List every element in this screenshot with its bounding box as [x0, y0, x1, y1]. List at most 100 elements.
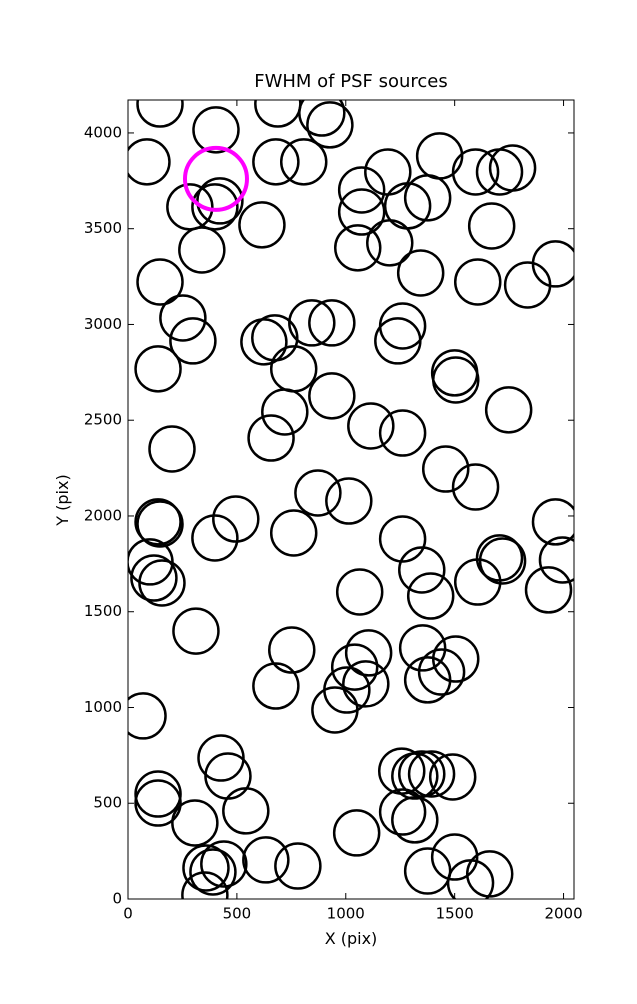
point	[172, 607, 220, 655]
point	[138, 559, 186, 607]
point	[169, 317, 217, 365]
point	[378, 788, 427, 836]
point	[428, 753, 477, 801]
y-tick-label: 2000	[84, 506, 122, 524]
point	[374, 317, 422, 365]
chart-title: FWHM of PSF sources	[254, 71, 448, 92]
point	[134, 770, 182, 818]
point	[478, 537, 527, 585]
point	[337, 166, 386, 214]
axes: 0 500 1000 1500 2000 0 500 1000 1500 2000 2500 3000…	[84, 100, 583, 923]
point	[538, 536, 574, 584]
x-tick-label: 500	[223, 905, 252, 923]
point	[294, 469, 342, 517]
point	[128, 692, 167, 740]
point	[222, 787, 270, 835]
point	[306, 101, 354, 149]
point	[134, 779, 182, 827]
point	[247, 414, 295, 462]
point	[531, 240, 574, 288]
point	[242, 836, 290, 884]
point	[128, 138, 171, 186]
point	[212, 495, 260, 543]
point	[342, 660, 390, 708]
point	[398, 750, 446, 798]
point	[197, 734, 245, 782]
point	[308, 372, 356, 420]
y-tick-label: 3000	[84, 315, 122, 333]
x-tick-label: 1000	[327, 905, 365, 923]
point	[298, 100, 346, 137]
point	[171, 799, 219, 847]
point	[451, 463, 500, 511]
point	[136, 500, 184, 548]
point	[335, 568, 384, 616]
point	[311, 686, 359, 734]
point	[467, 202, 516, 250]
point	[334, 224, 382, 272]
point	[430, 833, 479, 881]
point	[406, 572, 455, 620]
point	[398, 546, 446, 594]
point	[200, 840, 248, 888]
plot-frame	[127, 99, 575, 900]
point	[421, 445, 470, 493]
y-tick-label: 500	[93, 794, 122, 812]
point	[189, 848, 237, 896]
point	[136, 258, 184, 306]
point	[261, 388, 309, 436]
y-axis-label: Y (pix)	[53, 474, 72, 526]
point	[252, 662, 300, 710]
point	[308, 299, 356, 347]
point	[274, 842, 322, 890]
plot-area	[128, 100, 574, 899]
point	[330, 643, 379, 691]
point	[159, 294, 207, 342]
point	[134, 345, 182, 393]
point	[191, 183, 239, 231]
point	[453, 258, 502, 306]
point	[524, 566, 573, 614]
point	[453, 558, 502, 606]
point	[332, 809, 381, 857]
point	[288, 299, 336, 347]
point	[196, 177, 244, 225]
point	[181, 871, 229, 899]
point	[269, 509, 318, 557]
point	[484, 386, 533, 434]
point	[407, 750, 456, 798]
point	[178, 226, 226, 274]
point	[136, 100, 184, 128]
point	[531, 498, 574, 546]
y-tick-label: 1500	[84, 602, 122, 620]
point	[182, 844, 230, 892]
point	[417, 648, 466, 696]
y-tick-label: 0	[112, 890, 122, 908]
point	[268, 626, 316, 674]
x-tick-label: 2000	[544, 905, 582, 923]
point	[396, 249, 445, 297]
point	[378, 515, 427, 563]
point	[403, 656, 452, 704]
point	[252, 138, 300, 186]
point	[240, 318, 288, 366]
point	[344, 629, 393, 677]
point	[488, 144, 537, 192]
point	[366, 219, 414, 267]
point	[182, 145, 249, 212]
point	[451, 148, 500, 196]
x-tick-label: 1500	[436, 905, 474, 923]
y-tick-label: 2500	[84, 411, 122, 429]
y-tick-label: 1000	[84, 698, 122, 716]
point	[465, 850, 514, 898]
x-axis-label: X (pix)	[325, 929, 378, 948]
point	[415, 132, 464, 180]
point	[431, 356, 480, 404]
point	[378, 409, 427, 457]
point	[279, 138, 328, 186]
y-tick-label: 3500	[84, 219, 122, 237]
point	[325, 477, 373, 525]
point	[337, 188, 386, 236]
